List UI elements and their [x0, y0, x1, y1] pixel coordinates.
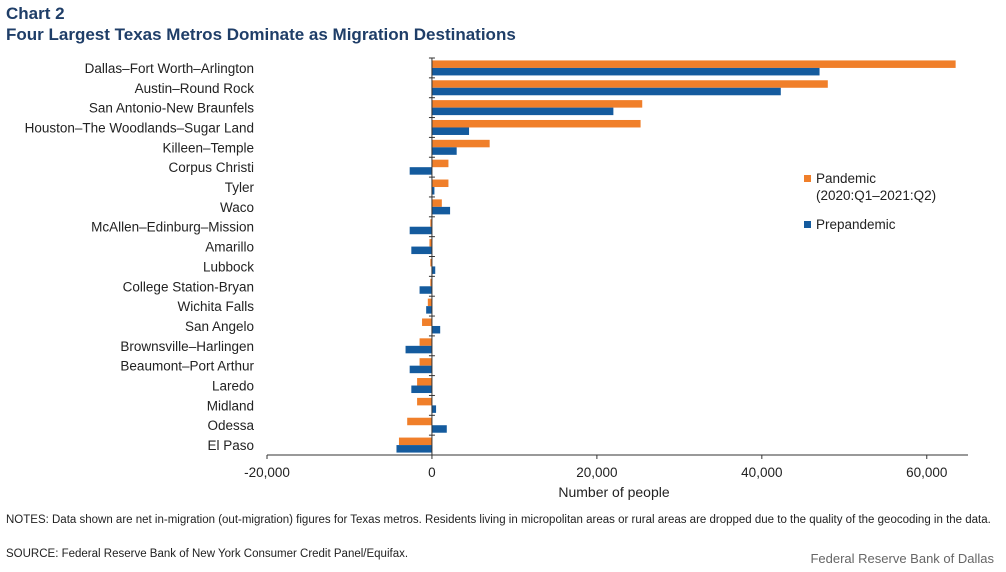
x-ticks-group: -20,000 0 20,000 40,000 60,000: [244, 455, 947, 480]
category-label: Waco: [220, 200, 254, 215]
legend-swatch-pandemic: [804, 175, 811, 182]
category-label: Tyler: [225, 180, 255, 195]
bar-prepandemic: [431, 266, 436, 274]
bar-prepandemic: [409, 167, 432, 175]
category-labels-group: Dallas–Fort Worth–Arlington Austin–Round …: [25, 61, 255, 453]
category-label: McAllen–Edinburg–Mission: [91, 220, 254, 235]
bar-pandemic: [431, 139, 490, 148]
category-label: Laredo: [212, 379, 254, 394]
x-tick-label: 60,000: [906, 465, 947, 480]
legend-swatch-prepandemic: [804, 221, 811, 228]
category-label: Brownsville–Harlingen: [120, 339, 254, 354]
category-label: Wichita Falls: [177, 299, 254, 314]
bar-pandemic: [431, 60, 956, 68]
source: SOURCE: Federal Reserve Bank of New York…: [6, 548, 409, 560]
bar-pandemic: [407, 417, 432, 426]
chart-title: Four Largest Texas Metros Dominate as Mi…: [6, 25, 516, 44]
bar-prepandemic: [431, 87, 781, 96]
bar-prepandemic: [426, 306, 432, 314]
bar-prepandemic: [431, 107, 614, 116]
bar-prepandemic: [431, 425, 447, 433]
x-tick-label: 0: [428, 465, 436, 480]
x-tick-label: 40,000: [741, 465, 782, 480]
x-tick-label: 20,000: [576, 465, 617, 480]
bar-pandemic: [431, 100, 643, 108]
bar-prepandemic: [431, 67, 820, 76]
bar-prepandemic: [396, 445, 432, 453]
category-label: Austin–Round Rock: [135, 81, 255, 96]
bar-pandemic: [417, 378, 432, 386]
bar-pandemic: [398, 437, 432, 446]
bar-prepandemic: [431, 187, 435, 195]
bar-pandemic: [430, 258, 432, 267]
bar-pandemic: [419, 358, 432, 366]
bar-pandemic: [419, 338, 432, 346]
x-tick-label: -20,000: [244, 465, 290, 480]
bar-pandemic: [430, 219, 432, 227]
notes: NOTES: Data shown are net in-migration (…: [6, 514, 991, 526]
bar-prepandemic: [419, 286, 432, 294]
bar-prepandemic: [431, 206, 451, 215]
bar-pandemic: [431, 80, 828, 88]
bar-prepandemic: [431, 325, 441, 334]
category-label: Midland: [207, 398, 254, 413]
bar-prepandemic: [411, 385, 432, 394]
category-label: El Paso: [207, 438, 254, 453]
bar-pandemic: [431, 179, 449, 188]
bar-prepandemic: [431, 405, 437, 413]
category-label: Amarillo: [205, 240, 254, 255]
category-label: Houston–The Woodlands–Sugar Land: [25, 120, 254, 135]
category-label: Dallas–Fort Worth–Arlington: [85, 61, 254, 76]
category-label: Beaumont–Port Arthur: [120, 359, 254, 374]
bar-prepandemic: [431, 147, 457, 155]
bar-prepandemic: [409, 365, 432, 374]
bar-pandemic: [431, 159, 449, 168]
bar-pandemic: [427, 298, 432, 307]
legend: Pandemic (2020:Q1–2021:Q2) Prepandemic: [804, 171, 936, 232]
category-label: Killeen–Temple: [162, 140, 254, 155]
bar-prepandemic: [409, 226, 432, 235]
category-label: San Antonio-New Braunfels: [89, 101, 254, 116]
bar-pandemic: [430, 278, 432, 287]
category-label: San Angelo: [185, 319, 254, 334]
bar-prepandemic: [431, 127, 470, 135]
bars-group: [396, 57, 956, 453]
bar-prepandemic: [405, 345, 432, 354]
bar-pandemic: [422, 318, 432, 326]
chart-label: Chart 2: [6, 4, 65, 23]
category-label: Corpus Christi: [168, 160, 254, 175]
category-label: Lubbock: [203, 259, 254, 274]
bar-pandemic: [429, 239, 432, 247]
credit: Federal Reserve Bank of Dallas: [810, 551, 994, 566]
bar-pandemic: [417, 397, 432, 406]
category-label: Odessa: [207, 418, 254, 433]
bar-pandemic: [431, 119, 641, 128]
x-axis-label: Number of people: [558, 484, 670, 500]
bar-prepandemic: [411, 246, 432, 255]
legend-label-prepandemic: Prepandemic: [816, 217, 896, 232]
bar-pandemic: [431, 199, 442, 207]
legend-label-pandemic: Pandemic: [816, 171, 876, 186]
category-label: College Station-Bryan: [123, 279, 254, 294]
legend-label-pandemic-period: (2020:Q1–2021:Q2): [816, 188, 936, 203]
